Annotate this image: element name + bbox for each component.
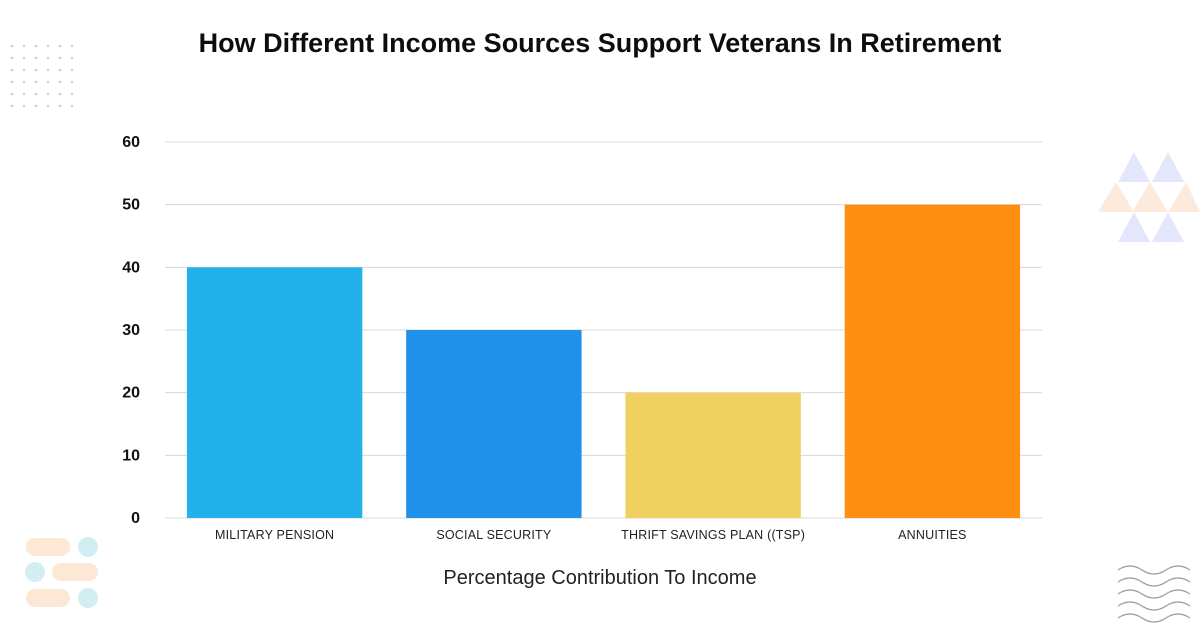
x-tick-label: SOCIAL SECURITY	[436, 528, 552, 542]
decorative-dot	[58, 68, 62, 72]
decorative-dot-grid	[10, 44, 74, 108]
decorative-dot	[46, 92, 50, 96]
decorative-dot	[46, 104, 50, 108]
y-axis-ticks: 0 10 20 30 40 50 60	[122, 134, 140, 527]
decorative-dot	[70, 68, 74, 72]
x-tick-label: ANNUITIES	[898, 528, 966, 542]
decorative-dot	[58, 104, 62, 108]
x-axis-ticks: MILITARY PENSION SOCIAL SECURITY THRIFT SA…	[215, 528, 966, 542]
decorative-dot	[22, 92, 26, 96]
decorative-dot	[70, 56, 74, 60]
decorative-dot	[22, 56, 26, 60]
decorative-dot	[34, 68, 38, 72]
decorative-dot	[58, 44, 62, 48]
bars	[186, 204, 1021, 518]
x-tick-label: THRIFT SAVINGS PLAN ((TSP)	[621, 528, 805, 542]
y-tick-label: 60	[122, 134, 140, 151]
y-tick-label: 20	[122, 385, 140, 402]
decorative-dot	[58, 92, 62, 96]
decorative-waves	[1117, 565, 1191, 623]
decorative-dot	[46, 68, 50, 72]
y-tick-label: 10	[122, 447, 140, 464]
decorative-dot	[46, 80, 50, 84]
decorative-dot	[70, 80, 74, 84]
decorative-dot	[10, 80, 14, 84]
decorative-dot	[46, 56, 50, 60]
decorative-dot	[70, 104, 74, 108]
y-tick-label: 50	[122, 197, 140, 214]
decorative-dot	[22, 80, 26, 84]
decorative-dot	[10, 56, 14, 60]
decorative-dot	[58, 56, 62, 60]
x-tick-label: MILITARY PENSION	[215, 528, 334, 542]
decorative-pills	[25, 537, 98, 608]
decorative-dot	[70, 92, 74, 96]
bar-annuities	[844, 204, 1021, 518]
decorative-dot	[10, 104, 14, 108]
bar-thrift-savings-plan-tsp	[625, 392, 801, 518]
decorative-dot	[22, 104, 26, 108]
y-tick-label: 40	[122, 259, 140, 276]
decorative-dot	[34, 104, 38, 108]
decorative-dot	[34, 44, 38, 48]
decorative-dot	[46, 44, 50, 48]
x-axis-label: Percentage Contribution To Income	[443, 567, 756, 589]
decorative-dot	[22, 44, 26, 48]
decorative-dot	[34, 92, 38, 96]
decorative-dot	[58, 80, 62, 84]
decorative-dot	[22, 68, 26, 72]
bar-military-pension	[186, 267, 363, 518]
decorative-dot	[70, 44, 74, 48]
decorative-dot	[10, 92, 14, 96]
y-tick-label: 30	[122, 322, 140, 339]
decorative-dot	[10, 44, 14, 48]
chart-title: How Different Income Sources Support Vet…	[198, 28, 1002, 58]
decorative-triangles	[1098, 152, 1200, 242]
decorative-dot	[10, 68, 14, 72]
decorative-dot	[34, 56, 38, 60]
y-tick-label: 0	[131, 510, 140, 527]
bar-social-security	[406, 330, 582, 518]
decorative-dot	[34, 80, 38, 84]
